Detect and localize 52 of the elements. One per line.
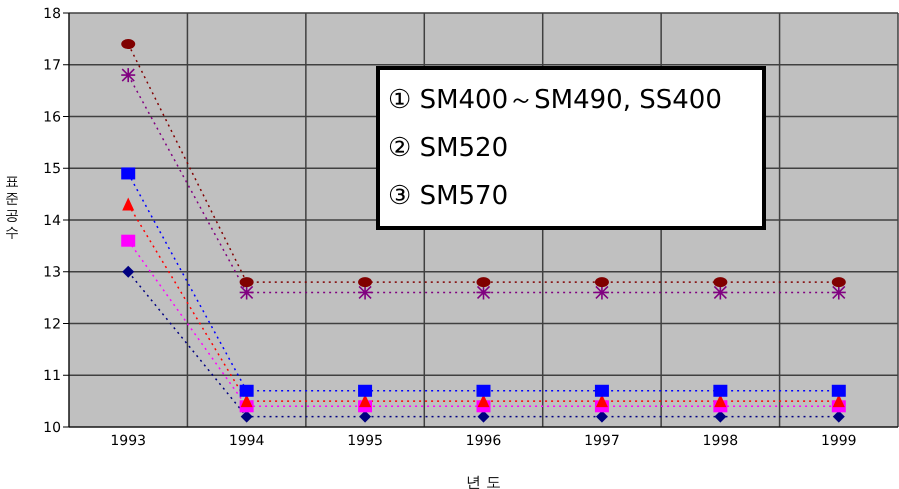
point (476, 384, 490, 397)
point (121, 167, 136, 180)
x-tick-label: 1996 (466, 432, 502, 449)
x-tick-label: 1998 (702, 432, 738, 449)
point (240, 410, 253, 423)
point (478, 410, 490, 423)
annotation: ② SM520 (388, 132, 510, 165)
point (121, 234, 136, 247)
point (122, 266, 134, 278)
point (596, 410, 608, 423)
point (359, 410, 372, 423)
x-axis-title: 년 도 (466, 473, 501, 489)
annotation: ③ SM570 (388, 180, 510, 213)
point (594, 284, 610, 300)
x-tick-label: 1995 (347, 432, 383, 449)
point (240, 384, 254, 397)
x-tick-label: 1999 (820, 432, 857, 449)
point (238, 284, 254, 300)
point (476, 277, 490, 288)
point (120, 67, 136, 83)
x-tick-label: 1993 (110, 432, 146, 449)
point (830, 284, 847, 300)
point (594, 384, 609, 397)
point (714, 410, 726, 423)
y-tick-label: 16 (43, 109, 62, 126)
point (712, 284, 728, 300)
note-box: ① SM400～SM490, SS400 ② SM520 ③ SM570 (376, 66, 766, 230)
y-tick-label: 18 (43, 6, 61, 22)
point (240, 277, 254, 288)
point (713, 277, 728, 288)
point (358, 277, 372, 288)
point (358, 384, 372, 397)
point (594, 277, 609, 288)
point (476, 284, 492, 300)
x-tick-label: 1994 (228, 432, 265, 449)
point (357, 284, 373, 300)
point (832, 277, 846, 288)
x-tick-label: 1997 (584, 432, 620, 449)
point (832, 410, 845, 423)
point (832, 384, 846, 397)
y-tick-label: 10 (43, 420, 61, 436)
point (713, 384, 728, 397)
y-tick-label: 14 (43, 212, 62, 229)
y-axis-title: 표준공수 (5, 174, 19, 241)
y-tick-label: 17 (43, 58, 61, 74)
annotation: ① SM400～SM490, SS400 (388, 84, 723, 117)
y-tick-label: 15 (43, 161, 61, 178)
y-tick-label: 11 (43, 368, 61, 384)
y-tick-label: 12 (43, 316, 61, 332)
y-tick-label: 13 (43, 264, 61, 281)
point (122, 197, 134, 210)
point (121, 39, 136, 50)
